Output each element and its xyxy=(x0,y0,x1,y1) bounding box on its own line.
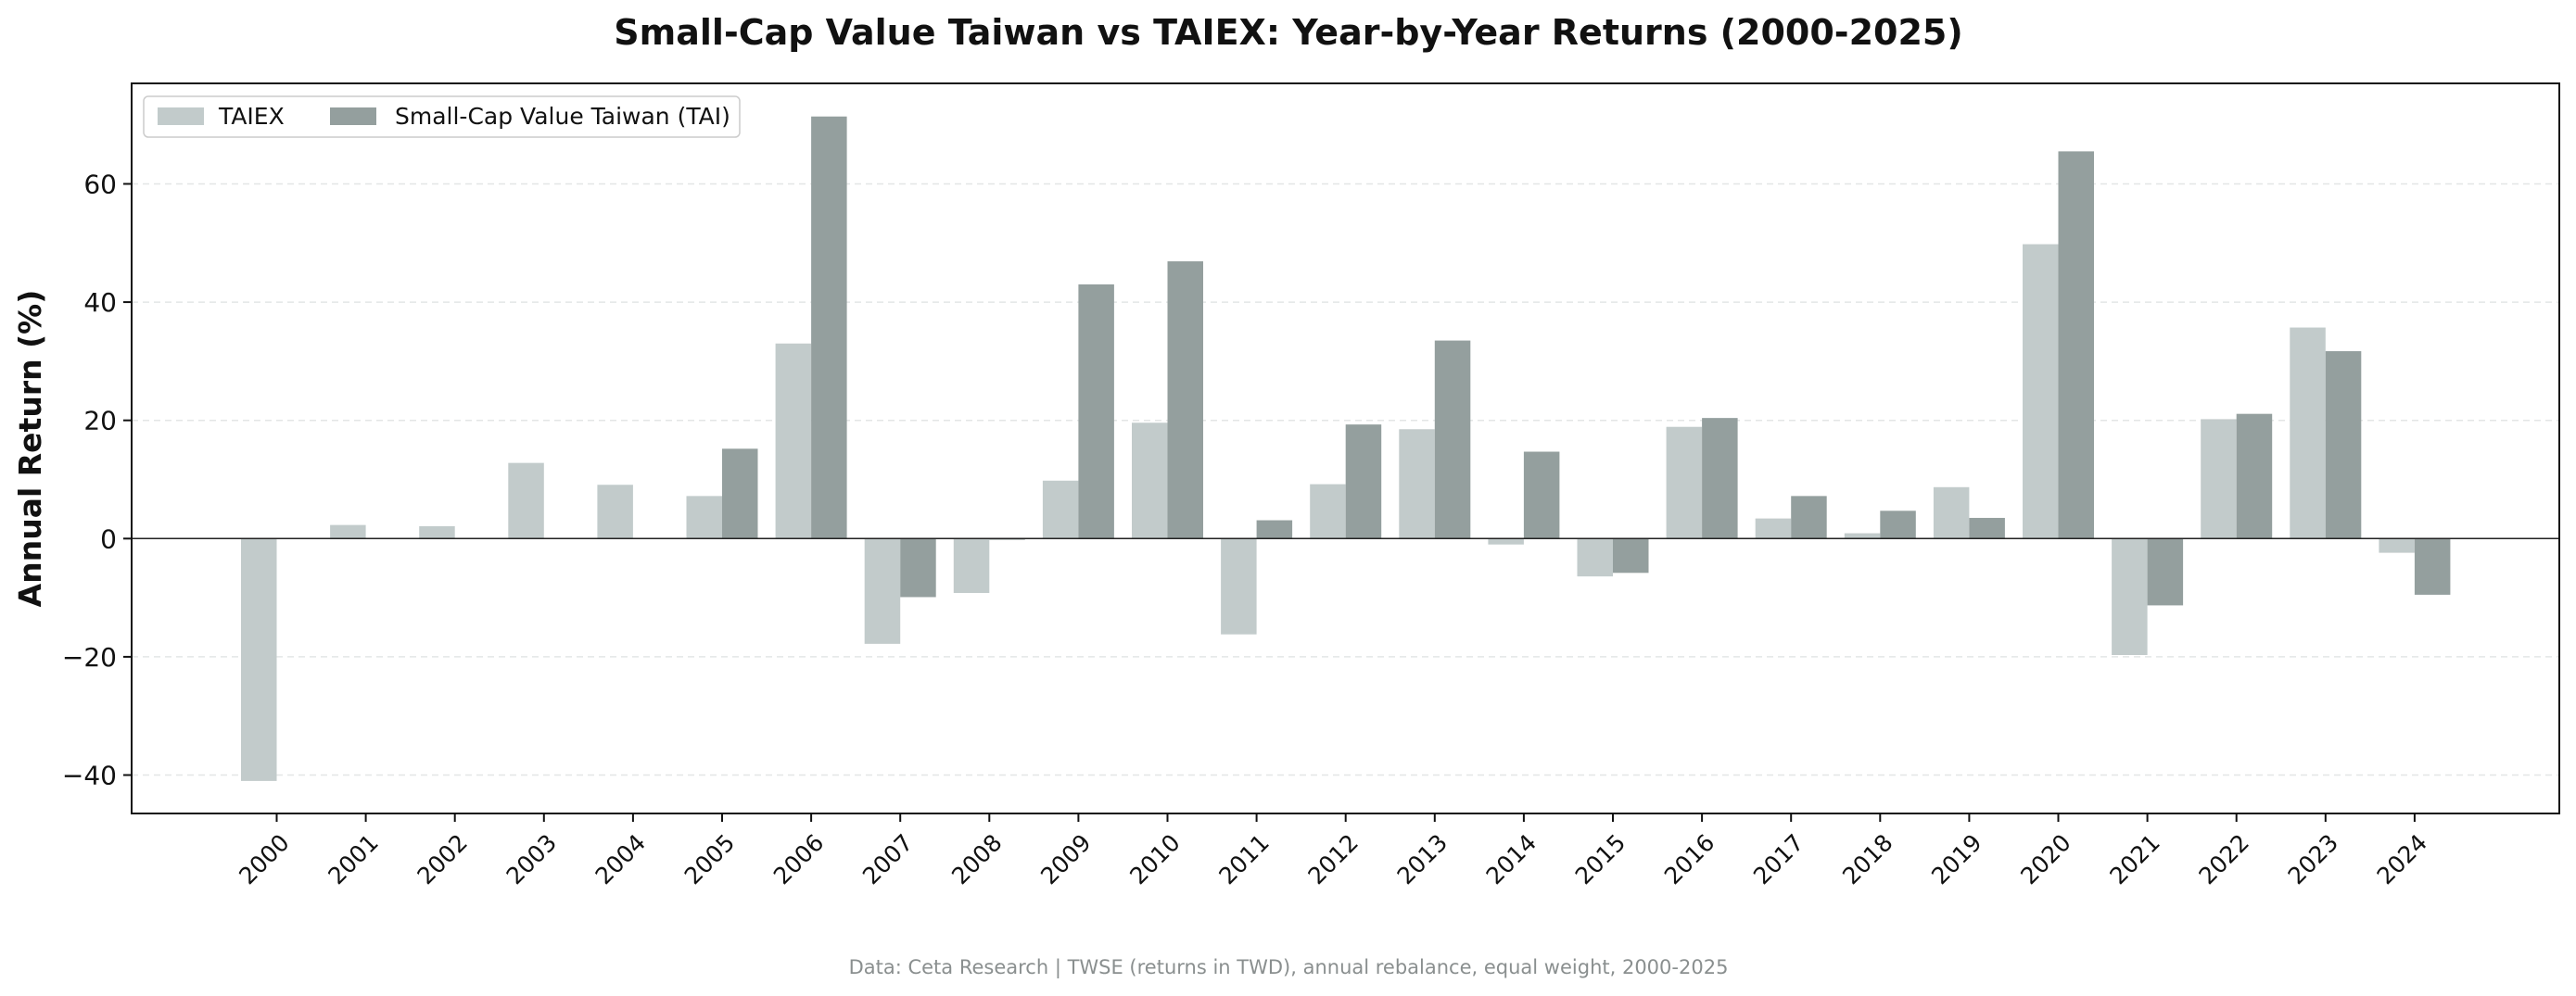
x-tick-label: 2014 xyxy=(1481,829,1542,889)
bar-taiex-2010 xyxy=(1132,422,1168,539)
bar-small-cap-value-2012 xyxy=(1345,424,1382,539)
bar-taiex-2007 xyxy=(864,538,901,644)
bar-taiex-2005 xyxy=(686,496,722,539)
x-tick-label: 2003 xyxy=(501,829,562,889)
x-tick-label: 2009 xyxy=(1035,829,1096,889)
y-tick-label: 40 xyxy=(83,287,117,318)
x-tick-label: 2001 xyxy=(323,829,383,889)
legend: TAIEX Small-Cap Value Taiwan (TAI) xyxy=(143,95,741,138)
bar-taiex-2022 xyxy=(2201,419,2237,539)
bar-taiex-2009 xyxy=(1042,480,1079,539)
x-tick-label: 2022 xyxy=(2193,829,2253,889)
bar-taiex-2023 xyxy=(2290,327,2326,539)
bar-small-cap-value-2021 xyxy=(2147,538,2184,606)
legend-swatch xyxy=(330,107,376,125)
legend-box xyxy=(143,95,741,138)
bar-taiex-2013 xyxy=(1399,429,1435,539)
bar-small-cap-value-2017 xyxy=(1791,496,1827,539)
x-tick-label: 2002 xyxy=(412,829,472,889)
plot-frame xyxy=(131,82,2560,814)
bar-small-cap-value-2005 xyxy=(722,448,758,539)
x-tick-label: 2012 xyxy=(1302,829,1363,889)
bar-small-cap-value-2009 xyxy=(1078,284,1114,539)
x-tick-label: 2019 xyxy=(1926,829,1986,889)
bar-taiex-2018 xyxy=(1844,533,1881,539)
bar-taiex-2011 xyxy=(1221,538,1257,635)
bar-taiex-2016 xyxy=(1666,426,1703,539)
bar-taiex-2024 xyxy=(2379,538,2415,553)
bar-small-cap-value-2007 xyxy=(900,538,936,598)
legend-swatch xyxy=(158,107,204,125)
bar-taiex-2006 xyxy=(775,343,812,539)
bar-taiex-2008 xyxy=(953,538,990,594)
legend-label: TAIEX xyxy=(218,103,285,130)
bar-small-cap-value-2016 xyxy=(1702,418,1738,539)
bar-taiex-2020 xyxy=(2023,244,2059,539)
x-tick-label: 2015 xyxy=(1570,829,1631,889)
bar-taiex-2002 xyxy=(419,525,455,539)
bar-small-cap-value-2020 xyxy=(2058,151,2094,539)
bars xyxy=(241,116,2451,781)
footer-note: Data: Ceta Research | TWSE (returns in T… xyxy=(849,956,1729,979)
bar-small-cap-value-2011 xyxy=(1256,520,1293,539)
bar-small-cap-value-2024 xyxy=(2414,538,2451,595)
bar-taiex-2012 xyxy=(1310,484,1346,539)
gridlines xyxy=(132,183,2559,776)
x-tick-label: 2010 xyxy=(1124,829,1185,889)
y-tick-label: −20 xyxy=(62,642,117,673)
x-tick-label: 2011 xyxy=(1213,829,1274,889)
x-tick-label: 2024 xyxy=(2372,829,2432,889)
chart-title: Small-Cap Value Taiwan vs TAIEX: Year-by… xyxy=(614,12,1962,53)
x-tick-label: 2000 xyxy=(234,829,294,889)
bar-small-cap-value-2019 xyxy=(1969,517,2005,539)
x-tick-label: 2013 xyxy=(1392,829,1453,889)
bar-small-cap-value-2013 xyxy=(1434,340,1471,539)
x-tick-label: 2021 xyxy=(2104,829,2164,889)
bar-small-cap-value-2010 xyxy=(1167,261,1203,539)
legend-label: Small-Cap Value Taiwan (TAI) xyxy=(395,103,730,130)
y-tick-label: −40 xyxy=(62,761,117,791)
y-tick-label: 60 xyxy=(83,169,117,199)
x-tick-label: 2005 xyxy=(679,829,740,889)
x-tick-label: 2016 xyxy=(1659,829,1719,889)
bar-taiex-2004 xyxy=(597,485,633,539)
bar-taiex-2003 xyxy=(508,462,544,539)
bar-taiex-2021 xyxy=(2112,538,2148,656)
x-tick-label: 2020 xyxy=(2015,829,2075,889)
bar-small-cap-value-2022 xyxy=(2236,413,2273,539)
x-tick-label: 2017 xyxy=(1748,829,1808,889)
bar-small-cap-value-2023 xyxy=(2325,351,2362,539)
x-tick-label: 2023 xyxy=(2283,829,2343,889)
x-tick-label: 2004 xyxy=(590,829,651,889)
bar-taiex-2019 xyxy=(1933,486,1970,539)
bar-taiex-2001 xyxy=(330,524,366,539)
x-tick-label: 2008 xyxy=(946,829,1007,889)
bar-taiex-2014 xyxy=(1488,538,1524,545)
bar-taiex-2000 xyxy=(241,538,277,781)
x-tick-label: 2018 xyxy=(1837,829,1897,889)
x-tick-label: 2006 xyxy=(768,829,829,889)
y-tick-label: 20 xyxy=(83,406,117,436)
bar-small-cap-value-2006 xyxy=(811,116,847,539)
bar-small-cap-value-2018 xyxy=(1880,511,1916,539)
y-axis-label: Annual Return (%) xyxy=(12,290,48,608)
y-tick-label: 0 xyxy=(100,523,117,554)
bar-taiex-2015 xyxy=(1577,538,1613,577)
bar-taiex-2017 xyxy=(1755,518,1792,539)
bar-small-cap-value-2014 xyxy=(1523,451,1560,539)
x-tick-label: 2007 xyxy=(857,829,918,889)
bar-small-cap-value-2015 xyxy=(1613,538,1649,574)
